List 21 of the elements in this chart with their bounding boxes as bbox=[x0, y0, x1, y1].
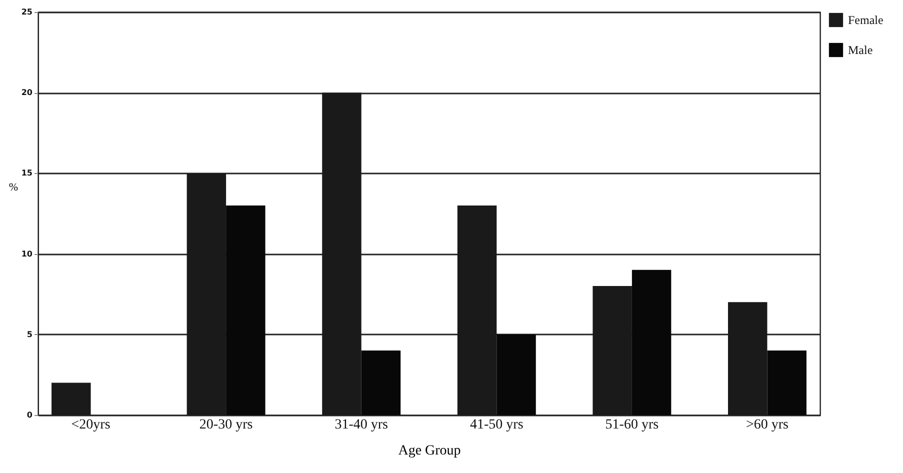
y-tick-label: 20 bbox=[21, 88, 33, 98]
x-tick-label: <20yrs bbox=[71, 418, 110, 432]
bar bbox=[361, 350, 401, 415]
x-tick-label: 41-50 yrs bbox=[470, 418, 524, 432]
legend-label: Female bbox=[848, 13, 884, 27]
bar bbox=[767, 350, 806, 415]
y-tick-label: 25 bbox=[21, 8, 33, 16]
legend-label: Male bbox=[848, 43, 873, 57]
bar bbox=[632, 270, 672, 415]
x-tick-label: 20-30 yrs bbox=[199, 418, 253, 432]
y-tick-label: 0 bbox=[26, 410, 33, 420]
x-tick-label: 31-40 yrs bbox=[334, 418, 388, 432]
x-axis-title: Age Group bbox=[398, 444, 461, 458]
y-tick-label: 5 bbox=[26, 330, 33, 339]
y-tick-label: 15 bbox=[21, 168, 33, 178]
y-tick-label: 10 bbox=[21, 249, 33, 258]
bar bbox=[226, 205, 266, 415]
x-tick-label: >60 yrs bbox=[746, 418, 788, 432]
x-tick-label: 51-60 yrs bbox=[605, 418, 659, 432]
bar bbox=[496, 334, 536, 415]
y-axis-title: % bbox=[8, 182, 18, 194]
